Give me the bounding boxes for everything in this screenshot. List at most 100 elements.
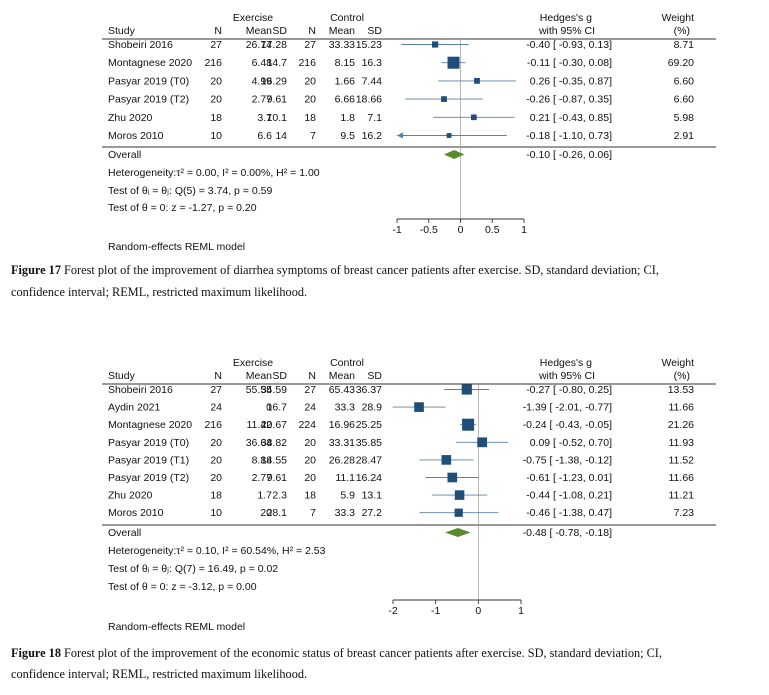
x-tick-label: -0.5 — [420, 224, 438, 236]
control-mean: 1.66 — [335, 75, 356, 87]
study-name: Aydin 2021 — [108, 402, 161, 414]
effect-square — [446, 133, 452, 138]
caption-line2: confidence interval; REML, restricted ma… — [11, 667, 307, 681]
header-n2: N — [308, 25, 316, 37]
exercise-n: 18 — [210, 112, 222, 124]
control-mean: 8.15 — [335, 57, 356, 69]
study-name: Shobeiri 2016 — [108, 39, 173, 51]
header-n2: N — [308, 370, 316, 382]
overall-diamond — [443, 150, 465, 159]
control-sd: 28.47 — [356, 454, 382, 466]
exercise-n: 216 — [204, 419, 222, 431]
effect-square — [454, 490, 465, 500]
effect-square — [474, 78, 480, 84]
header-sd2: SD — [367, 370, 382, 382]
header-effect-line2: with 95% CI — [538, 25, 595, 37]
effect-ci-text: -0.27 [ -0.80, 0.25] — [526, 384, 612, 396]
header-mean1: Mean — [246, 370, 272, 382]
exercise-mean: 2.77 — [252, 94, 273, 106]
weight-value: 11.21 — [669, 490, 695, 502]
exercise-sd: 20.67 — [261, 419, 287, 431]
effect-ci-text: -0.18 [ -1.10, 0.73] — [526, 130, 612, 142]
control-mean: 65.43 — [329, 384, 355, 396]
study-name: Montagnese 2020 — [108, 419, 192, 431]
x-tick-label: -2 — [388, 605, 397, 617]
header-mean2: Mean — [329, 370, 355, 382]
heterogeneity-text: Heterogeneity:τ² = 0.00, I² = 0.00%, H² … — [108, 167, 320, 179]
control-sd: 27.2 — [362, 507, 383, 519]
control-n: 20 — [304, 454, 316, 466]
test-equal-text: Test of θᵢ = θⱼ: Q(7) = 16.49, p = 0.02 — [108, 563, 278, 575]
model-text: Random-effects REML model — [108, 621, 245, 633]
header-sd1: SD — [272, 370, 287, 382]
header-sd1: SD — [272, 25, 287, 37]
study-name: Pasyar 2019 (T0) — [108, 75, 189, 87]
x-tick-label: 0 — [458, 224, 464, 236]
weight-value: 13.53 — [668, 384, 694, 396]
exercise-sd: 9.61 — [267, 94, 288, 106]
weight-value: 2.91 — [674, 130, 695, 142]
overall-ci-text: -0.48 [ -0.78, -0.18] — [523, 527, 612, 539]
caption-line2: confidence interval; REML, restricted ma… — [11, 285, 307, 299]
test-equal-text: Test of θᵢ = θⱼ: Q(5) = 3.74, p = 0.59 — [108, 185, 272, 197]
effect-square — [432, 41, 439, 48]
test-zero-text: Test of θ = 0: z = -3.12, p = 0.00 — [108, 581, 257, 593]
control-sd: 16.2 — [362, 130, 383, 142]
control-sd: 36.37 — [356, 384, 382, 396]
exercise-mean: 8.88 — [252, 454, 273, 466]
control-sd: 28.9 — [362, 402, 383, 414]
weight-value: 8.71 — [674, 39, 695, 51]
effect-ci-text: -0.26 [ -0.87, 0.35] — [526, 94, 612, 106]
control-n: 20 — [304, 472, 316, 484]
control-sd: 7.1 — [367, 112, 382, 124]
weight-value: 7.23 — [674, 507, 695, 519]
x-tick-label: 1 — [518, 605, 524, 617]
control-n: 24 — [304, 402, 316, 414]
effect-ci-text: 0.26 [ -0.35, 0.87] — [530, 75, 612, 87]
caption-line1: Figure 17 Forest plot of the improvement… — [11, 263, 659, 277]
caption-text: Forest plot of the improvement of the ec… — [61, 646, 662, 660]
caption-line1: Figure 18 Forest plot of the improvement… — [11, 646, 662, 660]
control-n: 20 — [304, 94, 316, 106]
effect-square — [414, 402, 424, 412]
effect-ci-text: 0.21 [ -0.43, 0.85] — [530, 112, 612, 124]
header-sd2: SD — [367, 25, 382, 37]
control-mean: 33.3 — [335, 507, 356, 519]
header-weight-line1: Weight — [662, 12, 695, 24]
study-name: Pasyar 2019 (T0) — [108, 437, 189, 449]
effect-square — [447, 472, 458, 483]
weight-value: 5.98 — [674, 112, 695, 124]
header-group1: Exercise — [233, 357, 273, 369]
control-mean: 1.8 — [340, 112, 355, 124]
exercise-sd: 28.1 — [267, 507, 288, 519]
exercise-sd: 2.3 — [272, 490, 287, 502]
exercise-sd: 10.1 — [267, 112, 288, 124]
effect-ci-text: 0.09 [ -0.52, 0.70] — [530, 437, 612, 449]
weight-value: 11.66 — [669, 472, 695, 484]
effect-ci-text: -0.11 [ -0.30, 0.08] — [527, 57, 612, 69]
exercise-n: 24 — [210, 402, 222, 414]
overall-diamond — [445, 528, 471, 537]
effect-ci-text: -0.46 [ -1.38, 0.47] — [526, 507, 612, 519]
study-name: Pasyar 2019 (T1) — [108, 454, 189, 466]
exercise-n: 18 — [210, 490, 222, 502]
test-zero-text: Test of θ = 0: z = -1.27, p = 0.20 — [108, 202, 257, 214]
control-mean: 33.33 — [329, 39, 355, 51]
header-n1: N — [214, 25, 222, 37]
exercise-mean: 4.99 — [252, 75, 273, 87]
effect-square — [477, 437, 488, 448]
weight-value: 21.26 — [668, 419, 694, 431]
header-group2: Control — [330, 12, 364, 24]
exercise-mean: 0 — [266, 402, 272, 414]
effect-square — [447, 56, 460, 69]
exercise-mean: 20 — [260, 507, 272, 519]
control-n: 27 — [304, 384, 316, 396]
overall-ci-text: -0.10 [ -0.26, 0.06] — [526, 149, 612, 161]
overall-label: Overall — [108, 527, 141, 539]
control-mean: 26.28 — [329, 454, 355, 466]
caption-figure-label: Figure 18 — [11, 646, 61, 660]
control-sd: 7.44 — [362, 75, 383, 87]
header-mean1: Mean — [246, 25, 272, 37]
exercise-sd: 16.29 — [261, 75, 287, 87]
